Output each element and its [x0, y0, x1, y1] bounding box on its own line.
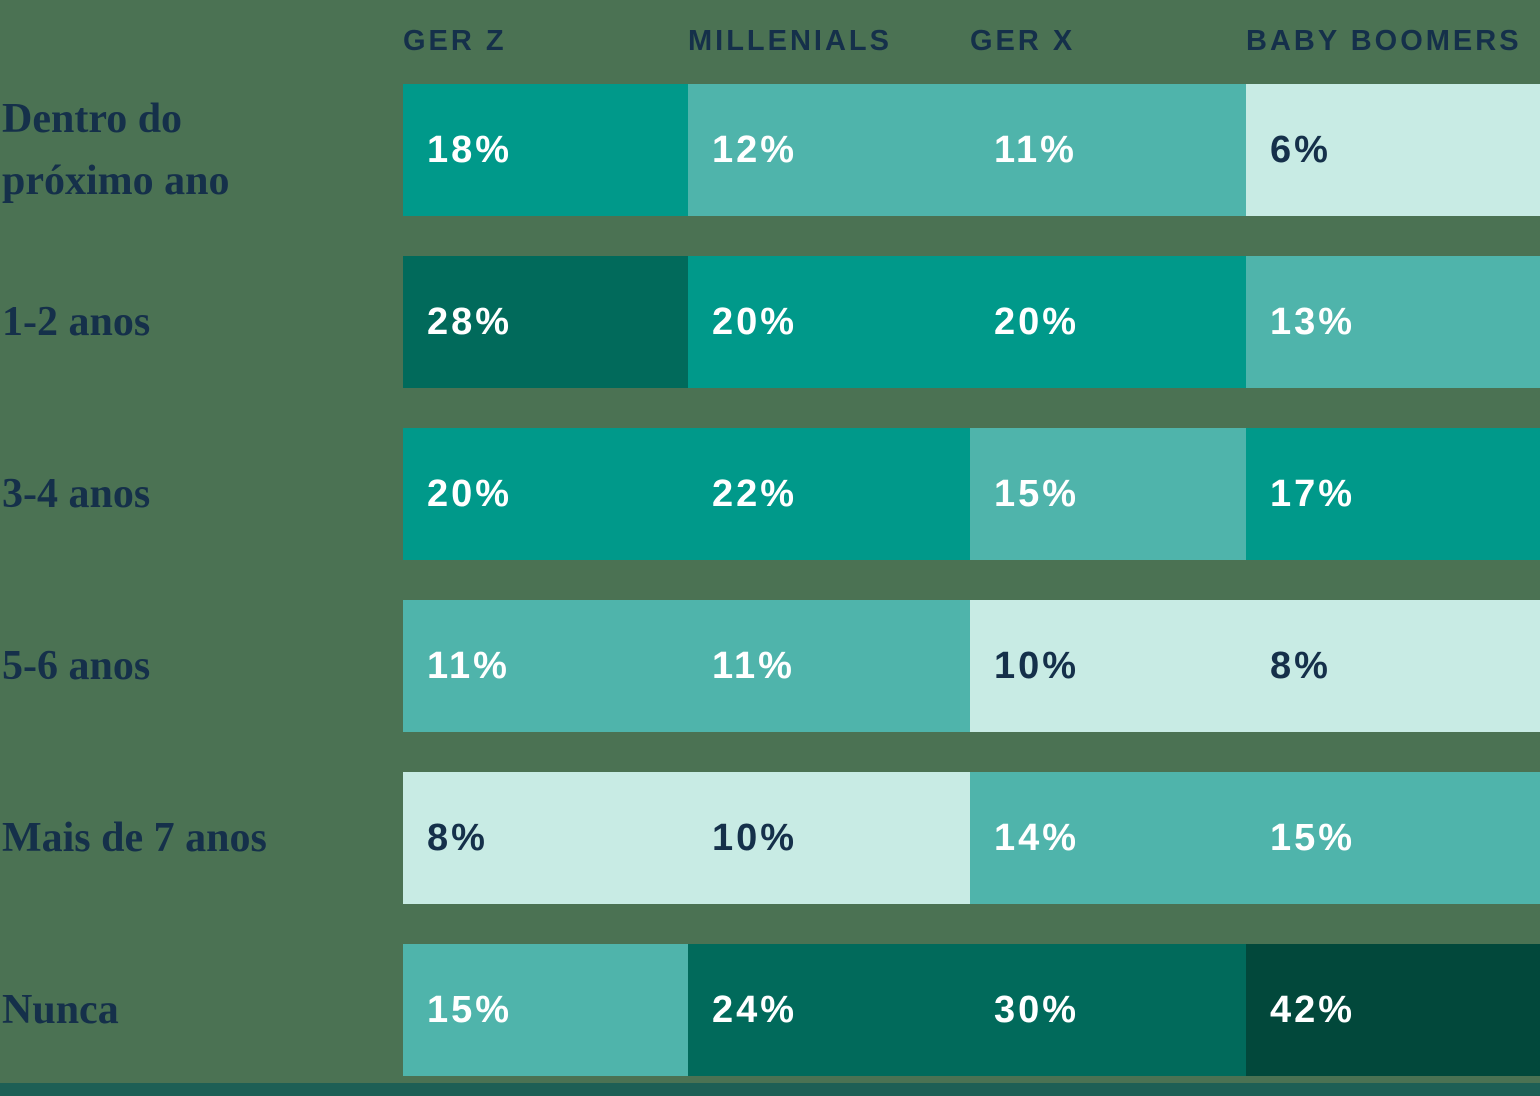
chart-row: Dentro do próximo ano 18% 12% 11% 6% — [0, 84, 1540, 216]
chart-row: Nunca 15% 24% 30% 42% — [0, 944, 1540, 1076]
cell-value: 18% — [427, 129, 513, 171]
cell-value: 20% — [994, 301, 1080, 343]
header-spacer — [0, 0, 403, 84]
value-cell: 15% — [1246, 772, 1540, 904]
chart-row: 5-6 anos 11% 11% 10% 8% — [0, 600, 1540, 732]
row-label-line: Nunca — [2, 986, 119, 1033]
cell-value: 14% — [994, 817, 1080, 859]
value-cell: 6% — [1246, 84, 1540, 216]
row-label-line: 5-6 anos — [2, 642, 151, 689]
row-label: 3-4 anos — [0, 428, 403, 560]
column-header-baby-boomers: BABY BOOMERS — [1246, 25, 1522, 57]
value-cell: 28% — [403, 256, 688, 388]
row-label: 5-6 anos — [0, 600, 403, 732]
cell-value: 28% — [427, 301, 513, 343]
value-cell: 18% — [403, 84, 688, 216]
cell-value: 42% — [1270, 989, 1356, 1031]
column-header-ger-z: GER Z — [403, 25, 507, 57]
value-cell: 24% — [688, 944, 970, 1076]
cell-value: 20% — [712, 301, 798, 343]
cell-value: 11% — [427, 645, 510, 687]
value-cell: 10% — [688, 772, 970, 904]
cell-value: 13% — [1270, 301, 1356, 343]
row-label-line: Dentro do — [2, 95, 183, 142]
cell-value: 6% — [1270, 129, 1331, 171]
value-cell: 20% — [970, 256, 1246, 388]
value-cell: 8% — [1246, 600, 1540, 732]
cell-value: 30% — [994, 989, 1080, 1031]
column-header-ger-x: GER X — [970, 25, 1076, 57]
value-cell: 20% — [688, 256, 970, 388]
value-cell: 11% — [970, 84, 1246, 216]
cell-value: 8% — [427, 817, 488, 859]
value-cell: 14% — [970, 772, 1246, 904]
value-cell: 17% — [1246, 428, 1540, 560]
row-label-line: Mais de 7 anos — [2, 814, 267, 861]
row-label-line: 3-4 anos — [2, 470, 151, 517]
cell-value: 15% — [1270, 817, 1356, 859]
cell-value: 24% — [712, 989, 798, 1031]
column-headers: GER Z MILLENIALS GER X BABY BOOMERS — [0, 0, 1540, 84]
chart-row: Mais de 7 anos 8% 10% 14% 15% — [0, 772, 1540, 904]
cell-value: 22% — [712, 473, 798, 515]
cell-value: 20% — [427, 473, 513, 515]
value-cell: 12% — [688, 84, 970, 216]
cell-value: 11% — [994, 129, 1077, 171]
row-label: 1-2 anos — [0, 256, 403, 388]
cell-value: 10% — [994, 645, 1080, 687]
cell-value: 12% — [712, 129, 798, 171]
cell-value: 15% — [994, 473, 1080, 515]
chart-rows: Dentro do próximo ano 18% 12% 11% 6% 1-2 anos 2… — [0, 84, 1540, 1076]
row-label: Nunca — [0, 944, 403, 1076]
column-header-millenials: MILLENIALS — [688, 25, 892, 57]
value-cell: 30% — [970, 944, 1246, 1076]
value-cell: 11% — [403, 600, 688, 732]
value-cell: 42% — [1246, 944, 1540, 1076]
value-cell: 15% — [970, 428, 1246, 560]
cell-value: 10% — [712, 817, 798, 859]
value-cell: 8% — [403, 772, 688, 904]
cell-value: 8% — [1270, 645, 1331, 687]
value-cell: 20% — [403, 428, 688, 560]
cell-value: 17% — [1270, 473, 1356, 515]
row-label-line: próximo ano — [2, 158, 230, 204]
bottom-edge-strip — [0, 1083, 1540, 1096]
row-label-line: 1-2 anos — [2, 298, 151, 345]
value-cell: 10% — [970, 600, 1246, 732]
value-cell: 22% — [688, 428, 970, 560]
value-cell: 15% — [403, 944, 688, 1076]
chart-row: 1-2 anos 28% 20% 20% 13% — [0, 256, 1540, 388]
value-cell: 11% — [688, 600, 970, 732]
cell-value: 11% — [712, 645, 795, 687]
row-label: Mais de 7 anos — [0, 772, 403, 904]
value-cell: 13% — [1246, 256, 1540, 388]
cell-value: 15% — [427, 989, 513, 1031]
row-label: Dentro do próximo ano — [0, 84, 403, 216]
chart-row: 3-4 anos 20% 22% 15% 17% — [0, 428, 1540, 560]
